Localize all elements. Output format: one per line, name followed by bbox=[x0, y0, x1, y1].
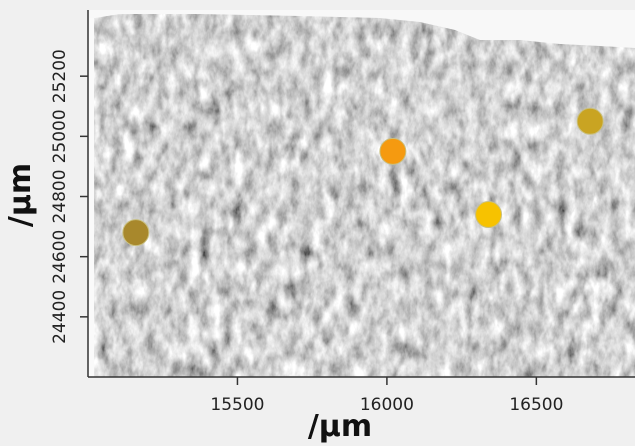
y-tick-label: 25200 bbox=[50, 49, 70, 103]
y-tick-label: 25000 bbox=[50, 109, 70, 163]
micrograph-edge bbox=[88, 10, 94, 377]
point bbox=[577, 108, 603, 134]
point bbox=[476, 202, 502, 228]
chart: /µm /µm 15500160001650024400246002480025… bbox=[0, 0, 635, 446]
y-axis-label: /µm bbox=[3, 163, 38, 227]
x-tick-label: 16000 bbox=[360, 395, 414, 415]
x-tick-label: 15500 bbox=[210, 395, 264, 415]
point bbox=[123, 220, 149, 246]
point bbox=[380, 138, 406, 164]
micrograph-texture bbox=[92, 10, 635, 377]
y-tick-label: 24800 bbox=[50, 169, 70, 223]
x-tick-label: 16500 bbox=[509, 395, 563, 415]
y-tick-label: 24400 bbox=[50, 290, 70, 344]
page: /µm /µm 15500160001650024400246002480025… bbox=[0, 0, 635, 446]
y-tick-label: 24600 bbox=[50, 230, 70, 284]
